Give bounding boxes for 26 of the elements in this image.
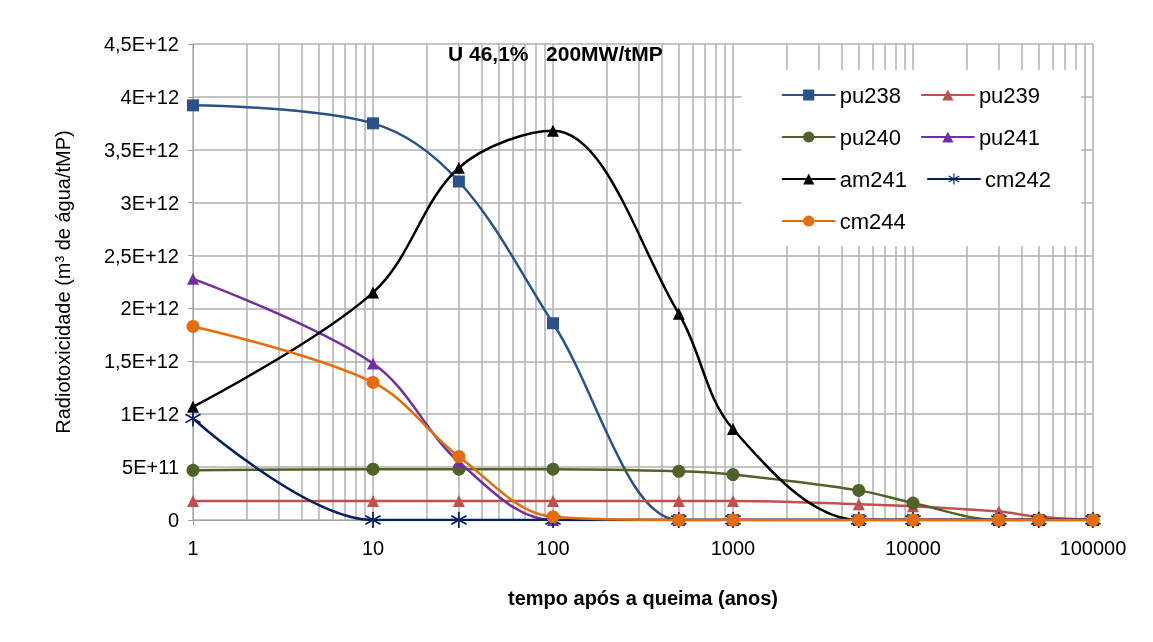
y-axis-title: Radiotoxicidade (m³ de água/tMP) <box>52 130 74 434</box>
chart-title: U 46,1% 200MW/tMP <box>448 42 663 65</box>
y-tick-label: 3E+12 <box>120 191 179 214</box>
x-axis-title: tempo após a queima (anos) <box>507 587 779 609</box>
y-tick-label: 1E+12 <box>120 403 179 426</box>
x-tick-label: 100000 <box>1059 537 1127 559</box>
legend-label: am241 <box>839 166 907 192</box>
y-tick-label: 2,5E+12 <box>103 244 179 267</box>
y-tick-label: 0 <box>167 509 179 531</box>
legend-label: pu240 <box>839 124 901 150</box>
x-tick-label: 10 <box>361 537 385 559</box>
x-tick-label: 10000 <box>885 537 941 559</box>
x-tick-label: 100 <box>536 537 570 559</box>
y-tick-label: 4E+12 <box>120 85 179 108</box>
legend-label: pu239 <box>978 82 1041 108</box>
y-tick-label: 1,5E+12 <box>103 350 179 373</box>
y-tick-label: 5E+11 <box>122 456 179 479</box>
y-tick-label: 2E+12 <box>120 297 179 320</box>
legend-label: cm244 <box>839 208 906 234</box>
y-tick-label: 3,5E+12 <box>103 138 179 161</box>
legend-label: cm242 <box>984 166 1052 192</box>
legend-label: pu238 <box>839 82 901 108</box>
x-tick-label: 1000 <box>710 537 756 559</box>
x-tick-label: 1 <box>187 537 199 559</box>
y-tick-label: 4,5E+12 <box>103 33 179 55</box>
legend-label: pu241 <box>978 124 1041 150</box>
